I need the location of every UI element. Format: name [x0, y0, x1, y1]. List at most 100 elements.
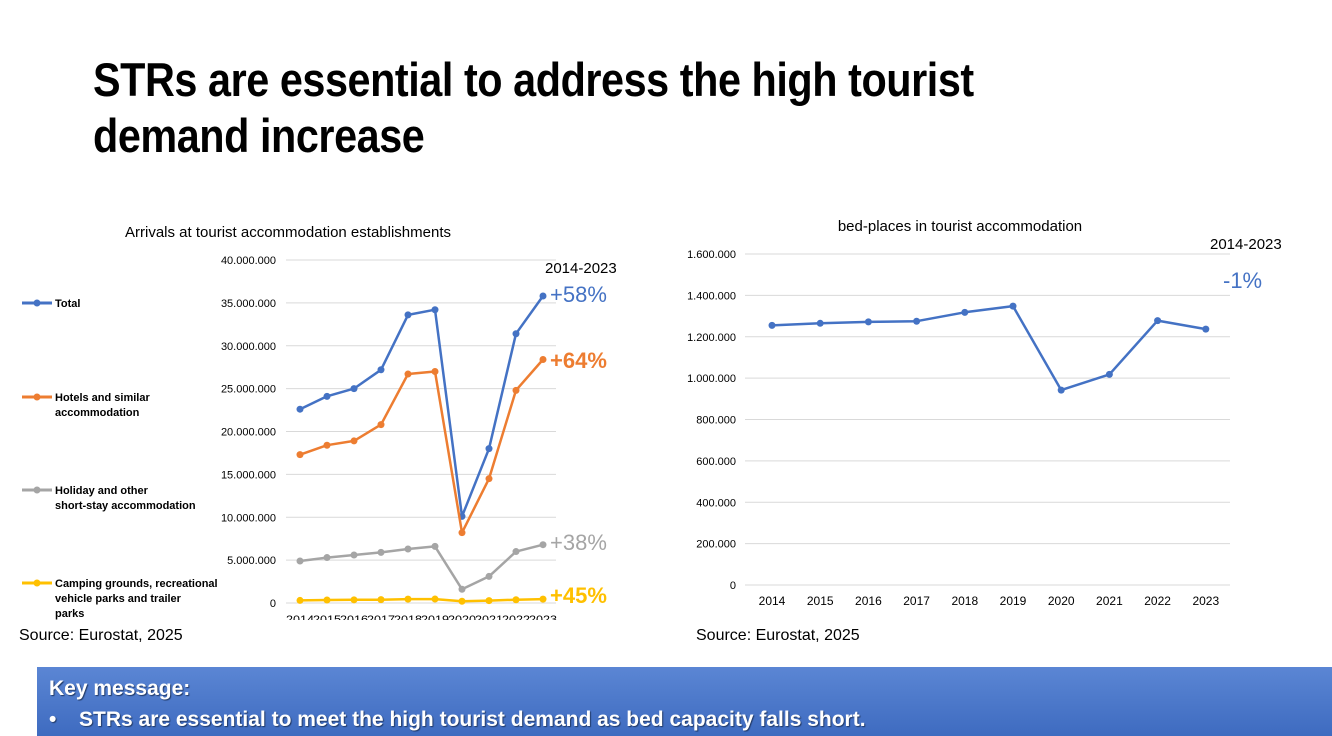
arrivals-y-tick-label: 20.000.000: [221, 427, 276, 439]
arrivals-data-point: [404, 370, 412, 378]
arrivals-data-point: [404, 595, 412, 603]
arrivals-period-label: 2014-2023: [545, 260, 617, 277]
arrivals-chart: 0 5.000.000 10.000.000 15.000.000 20.000.000…: [22, 224, 617, 620]
arrivals-y-tick-label: 30.000.000: [221, 341, 276, 353]
beds-data-point: [1202, 325, 1210, 333]
beds-data-point: [768, 321, 776, 329]
beds-x-tick-label: 2017: [903, 594, 930, 608]
arrivals-data-point: [404, 311, 412, 319]
arrivals-data-point: [431, 595, 439, 603]
arrivals-series-line: [299, 597, 544, 603]
beds-title: bed-places in tourist accommodation: [838, 218, 1082, 235]
arrivals-y-tick-label: 15.000.000: [221, 469, 276, 481]
arrivals-x-tick-label: 2015: [313, 614, 341, 620]
arrivals-data-point: [377, 548, 385, 556]
arrivals-y-tick-label: 5.000.000: [227, 555, 276, 567]
arrivals-x-tick-label: 2017: [367, 614, 395, 620]
beds-data-point: [1057, 386, 1065, 394]
legend-label: Hotels and similar accommodation: [55, 392, 150, 419]
key-message-heading: Key message:: [49, 677, 191, 700]
beds-data-point: [1009, 302, 1017, 310]
beds-x-tick-label: 2023: [1192, 594, 1219, 608]
beds-x-tick-label: 2018: [951, 594, 978, 608]
bed-places-source: Source: Eurostat, 2025: [696, 627, 860, 644]
legend-swatch-marker: [33, 299, 41, 307]
arrivals-data-point: [458, 585, 466, 593]
beds-y-tick-label: 200.000: [696, 539, 736, 551]
beds-y-tick-label: 400.000: [696, 497, 736, 509]
beds-data-point: [864, 318, 872, 326]
arrivals-y-tick-label: 40.000.000: [221, 255, 276, 267]
beds-x-tick-label: 2020: [1048, 594, 1075, 608]
key-message-text: STRs are essential to meet the high tour…: [79, 708, 866, 731]
beds-x-tick-label: 2014: [759, 594, 786, 608]
arrivals-x-tick-label: 2022: [502, 614, 530, 620]
arrivals-data-point: [539, 355, 547, 363]
legend-label: Holiday and other short-stay accommodatio…: [55, 485, 196, 512]
arrivals-data-point: [296, 451, 304, 459]
arrivals-data-point: [323, 554, 331, 562]
arrivals-data-point: [539, 595, 547, 603]
arrivals-change-label: +64%: [550, 348, 607, 373]
arrivals-data-point: [296, 596, 304, 604]
beds-y-tick-label: 0: [730, 580, 736, 592]
beds-x-tick-label: 2021: [1096, 594, 1123, 608]
arrivals-series-line: [299, 543, 544, 591]
beds-data-point: [961, 308, 969, 316]
arrivals-data-point: [431, 542, 439, 550]
bed-places-chart: 0 200.000 400.000 600.000 800.000 1.000.000 1.…: [687, 218, 1282, 608]
arrivals-y-tick-label: 35.000.000: [221, 298, 276, 310]
legend-swatch-marker: [33, 486, 41, 494]
key-message-bullet-row: • STRs are essential to meet the high tou…: [49, 708, 866, 732]
bullet-icon: •: [49, 708, 57, 731]
arrivals-data-point: [431, 367, 439, 375]
arrivals-data-point: [350, 385, 358, 393]
arrivals-data-point: [323, 596, 331, 604]
arrivals-series-line: [299, 358, 544, 534]
arrivals-source: Source: Eurostat, 2025: [19, 627, 183, 644]
arrivals-x-tick-label: 2023: [529, 614, 557, 620]
legend-label-line: Holiday and other: [55, 485, 149, 497]
beds-change-label: -1%: [1223, 268, 1262, 293]
beds-x-tick-label: 2022: [1144, 594, 1171, 608]
arrivals-y-tick-label: 0: [270, 598, 276, 610]
arrivals-x-tick-label: 2019: [421, 614, 449, 620]
arrivals-y-tick-label: 10.000.000: [221, 512, 276, 524]
arrivals-title: Arrivals at tourist accommodation establ…: [125, 224, 451, 241]
legend-swatch-marker: [33, 579, 41, 587]
arrivals-data-point: [323, 441, 331, 449]
legend-label-line: parks: [55, 608, 84, 620]
beds-data-point: [1105, 370, 1113, 378]
arrivals-data-point: [296, 405, 304, 413]
arrivals-x-tick-label: 2020: [448, 614, 476, 620]
arrivals-data-point: [296, 557, 304, 565]
arrivals-data-point: [512, 596, 520, 604]
beds-data-point: [913, 317, 921, 325]
arrivals-series-line: [299, 295, 545, 518]
beds-y-tick-label: 1.600.000: [687, 249, 736, 261]
arrivals-data-point: [431, 306, 439, 314]
arrivals-data-point: [512, 330, 520, 338]
arrivals-data-point: [458, 597, 466, 605]
arrivals-change-label: +45%: [550, 583, 607, 608]
legend-label: Camping grounds, recreational vehicle par…: [55, 578, 218, 620]
legend-label-line: Hotels and similar: [55, 392, 150, 404]
page-title: STRs are essential to address the high t…: [93, 53, 974, 162]
legend-label-line: Total: [55, 298, 80, 310]
legend-label-line: vehicle parks and trailer: [55, 593, 182, 605]
beds-period-label: 2014-2023: [1210, 236, 1282, 253]
legend-swatch-marker: [33, 393, 41, 401]
beds-y-tick-label: 1.400.000: [687, 290, 736, 302]
arrivals-data-point: [377, 421, 385, 429]
beds-data-point: [1154, 317, 1162, 325]
arrivals-data-point: [485, 597, 493, 605]
arrivals-x-tick-label: 2014: [286, 614, 314, 620]
arrivals-change-label: +38%: [550, 530, 607, 555]
arrivals-data-point: [512, 548, 520, 556]
beds-x-tick-label: 2015: [807, 594, 834, 608]
key-message-box: Key message: • STRs are essential to meet…: [37, 667, 1332, 736]
arrivals-data-point: [485, 445, 493, 453]
beds-y-tick-label: 800.000: [696, 415, 736, 427]
arrivals-data-point: [404, 545, 412, 553]
arrivals-data-point: [485, 475, 493, 483]
